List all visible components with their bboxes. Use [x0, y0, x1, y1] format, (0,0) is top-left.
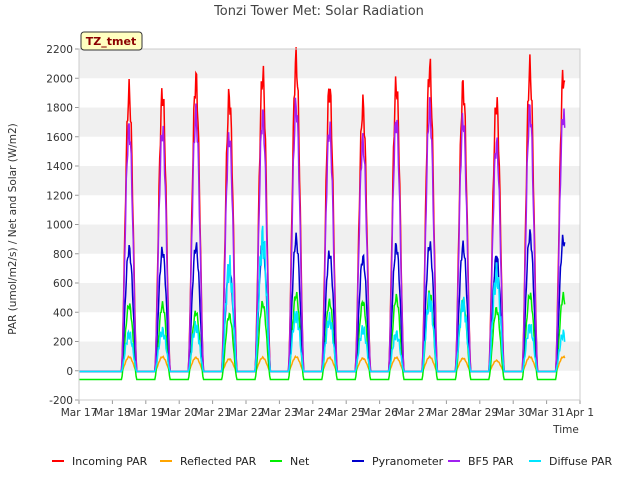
legend-label: Incoming PAR: [72, 455, 148, 468]
legend-label: Diffuse PAR: [549, 455, 613, 468]
y-tick-label: 1800: [46, 103, 73, 115]
chart-title: Tonzi Tower Met: Solar Radiation: [213, 4, 424, 19]
y-axis-title: PAR (umol/m2/s) / Net and Solar (W/m2): [7, 123, 19, 335]
x-tick-label: Mar 28: [428, 407, 465, 419]
badge-label: TZ_tmet: [86, 35, 136, 48]
x-tick-label: Mar 25: [328, 407, 365, 419]
x-tick-label: Mar 21: [194, 407, 231, 419]
x-tick-label: Mar 19: [128, 407, 165, 419]
legend-label: Net: [290, 455, 310, 468]
grid-band: [79, 341, 580, 371]
x-tick-label: Mar 23: [261, 407, 298, 419]
y-tick-label: 2200: [46, 44, 73, 56]
grid-band: [79, 166, 580, 196]
x-tick-label: Mar 20: [161, 407, 198, 419]
plot-frame: [78, 48, 581, 401]
x-tick-label: Mar 29: [462, 407, 499, 419]
y-tick-label: 2000: [46, 73, 73, 85]
x-tick-label: Mar 30: [495, 407, 532, 419]
legend-label: BF5 PAR: [468, 455, 514, 468]
y-tick-label: 0: [66, 366, 73, 378]
y-axis: -200 0 200 400 600 800 1000 1200 1400 1600 1800 200…: [46, 44, 79, 407]
x-tick-label: Mar 18: [94, 407, 131, 419]
x-tick-label: Mar 22: [228, 407, 265, 419]
y-tick-label: 1000: [46, 220, 73, 232]
y-tick-label: 600: [53, 278, 73, 290]
series-lines: [79, 47, 566, 381]
x-tick-label: Mar 27: [395, 407, 432, 419]
y-tick-label: 1600: [46, 132, 73, 144]
series-line-net: [79, 290, 566, 381]
y-tick-label: -200: [49, 395, 73, 407]
grid-band: [79, 283, 580, 313]
x-tick-label: Mar 26: [361, 407, 398, 419]
grid-band: [79, 49, 580, 79]
x-tick-label: Apr 1: [566, 407, 594, 419]
y-tick-label: 800: [53, 249, 73, 261]
badge-box: [80, 31, 143, 51]
x-tick-label: Mar 24: [295, 407, 332, 419]
legend-label: Reflected PAR: [180, 455, 257, 468]
y-tick-label: 400: [53, 307, 73, 319]
tz-badge: TZ_tmet: [80, 31, 143, 51]
legend: Incoming PAR Reflected PAR Net Pyranometer B…: [52, 455, 613, 468]
grid-band: [79, 224, 580, 254]
y-tick-label: 1400: [46, 161, 73, 173]
y-tick-label: 200: [53, 337, 73, 349]
x-tick-label: Mar 31: [528, 407, 565, 419]
series-line-diffuse-par: [79, 225, 566, 373]
legend-label: Pyranometer: [372, 455, 444, 468]
y-tick-label: 1200: [46, 190, 73, 202]
x-axis-title: Time: [552, 424, 579, 436]
x-tick-label: Mar 17: [61, 407, 98, 419]
